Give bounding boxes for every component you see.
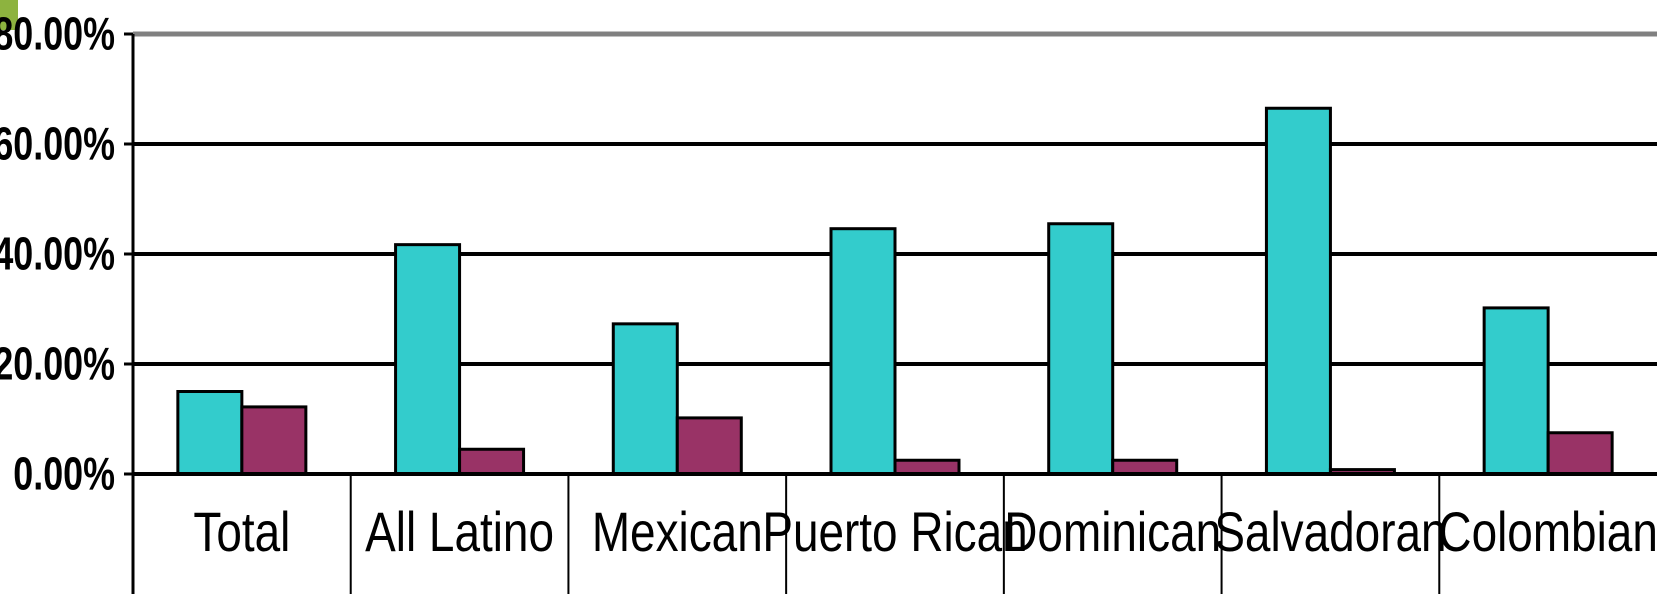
corner-decoration xyxy=(0,0,18,30)
bar-series-2-total xyxy=(240,405,308,476)
y-tick-label: 40.00% xyxy=(0,228,115,279)
category-label: Puerto Rican xyxy=(762,501,1027,563)
category-label: All Latino xyxy=(365,501,554,563)
bar-series-2-colombian xyxy=(1546,431,1614,476)
y-tick-label: 80.00% xyxy=(0,8,115,59)
y-tick-labels: 0.00% 20.00% 40.00% 60.00% 80.00% xyxy=(0,8,115,499)
bar-series-1-all-latino xyxy=(394,243,462,476)
bar-series-1-salvadoran xyxy=(1264,106,1332,476)
category-label: Dominican xyxy=(1004,501,1221,563)
bar-series-1-mexican xyxy=(611,322,679,476)
bars xyxy=(176,106,1614,476)
category-label: Total xyxy=(193,501,290,563)
bar-series-1-dominican xyxy=(1047,222,1115,476)
category-label: Salvadoran xyxy=(1214,501,1446,563)
bar-series-1-puerto-rican xyxy=(829,227,897,476)
y-tick-label: 60.00% xyxy=(0,118,115,169)
bar-series-2-dominican xyxy=(1111,458,1179,476)
bar-series-2-mexican xyxy=(675,416,743,476)
y-tick-label: 0.00% xyxy=(13,448,115,499)
bar-series-2-puerto-rican xyxy=(893,458,961,476)
y-tick-label: 20.00% xyxy=(0,338,115,389)
bar-series-2-all-latino xyxy=(458,447,526,476)
axes xyxy=(124,32,1657,594)
bar-series-1-colombian xyxy=(1482,306,1550,476)
category-label: Colombian xyxy=(1438,501,1657,563)
category-labels: Total All Latino Mexican Puerto RicanDomini… xyxy=(193,501,1657,563)
category-label: Mexican xyxy=(592,501,763,563)
bar-series-1-total xyxy=(176,390,244,476)
